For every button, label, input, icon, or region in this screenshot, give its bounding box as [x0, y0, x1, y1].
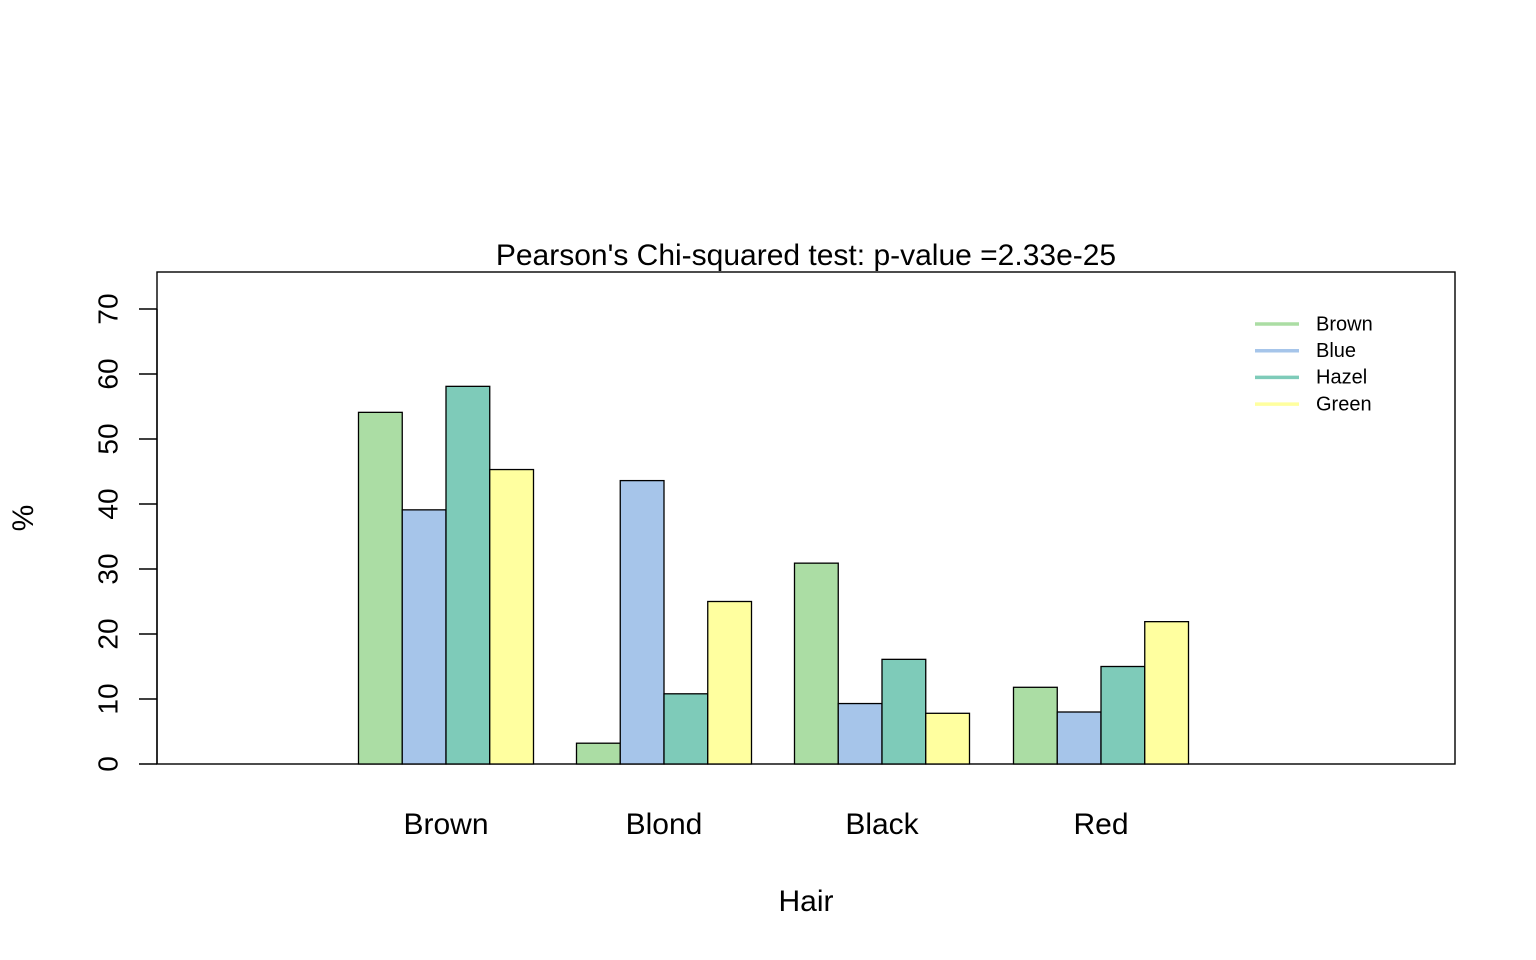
y-tick-label: 60 [92, 358, 123, 389]
x-category-label: Red [1073, 808, 1128, 841]
bar-black-blue [837, 702, 883, 765]
bar-black-hazel [881, 658, 927, 765]
bar-blond-blue [619, 479, 665, 765]
bar-brown-blue [401, 509, 447, 765]
x-category-label: Black [845, 808, 919, 841]
bar-group-red [1012, 621, 1190, 765]
legend-item-blue: Blue [1255, 340, 1356, 362]
bar-brown-green [489, 468, 535, 765]
chart-title: Pearson's Chi-squared test: p-value =2.3… [496, 239, 1116, 272]
bar-group-blond [575, 479, 753, 765]
y-tick-label: 0 [92, 756, 123, 772]
legend: Brown Blue Hazel Green [1255, 313, 1373, 415]
bar-red-hazel [1100, 665, 1146, 765]
bar-brown-brown [357, 411, 403, 765]
bar-group-black [793, 562, 971, 765]
legend-item-green: Green [1255, 393, 1372, 415]
bar-blond-green [707, 600, 753, 765]
bar-blond-hazel [663, 693, 709, 765]
bar-group-container [357, 385, 1190, 765]
y-tick-label: 10 [92, 683, 123, 714]
legend-label: Blue [1316, 340, 1356, 362]
legend-label: Hazel [1316, 367, 1367, 389]
y-axis: 0 10 20 30 40 50 60 70 [92, 293, 158, 772]
y-axis-label: % [7, 505, 40, 532]
x-category-label: Brown [403, 808, 488, 841]
legend-label: Brown [1316, 313, 1373, 335]
bar-brown-hazel [445, 385, 491, 765]
bar-red-blue [1056, 711, 1102, 765]
legend-label: Green [1316, 393, 1372, 415]
bar-blond-brown [575, 742, 621, 765]
bar-group-brown [357, 385, 535, 765]
legend-item-brown: Brown [1255, 313, 1373, 335]
bar-red-green [1144, 621, 1190, 765]
x-category-labels: Brown Blond Black Red [403, 808, 1128, 841]
y-tick-label: 20 [92, 618, 123, 649]
legend-item-hazel: Hazel [1255, 367, 1367, 389]
bar-red-brown [1012, 686, 1058, 765]
y-tick-label: 50 [92, 423, 123, 454]
y-tick-label: 30 [92, 553, 123, 584]
bar-black-green [925, 712, 971, 765]
x-axis-label: Hair [778, 885, 833, 918]
y-tick-label: 40 [92, 488, 123, 519]
bar-black-brown [793, 562, 839, 765]
y-tick-label: 70 [92, 293, 123, 324]
x-category-label: Blond [626, 808, 703, 841]
